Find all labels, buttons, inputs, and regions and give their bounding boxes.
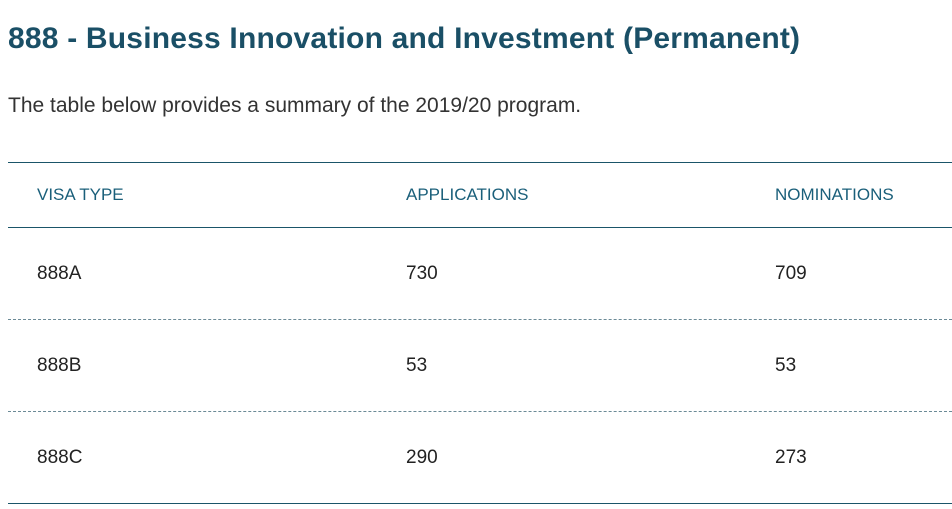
nominations-cell: 709 <box>775 262 807 284</box>
summary-table: VISA TYPE APPLICATIONS NOMINATIONS 888A … <box>8 162 952 504</box>
visa-type-cell: 888A <box>37 262 82 284</box>
nominations-cell: 53 <box>775 354 797 376</box>
page-title: 888 - Business Innovation and Investment… <box>8 22 801 55</box>
visa-type-cell: 888B <box>37 354 82 376</box>
intro-text: The table below provides a summary of th… <box>8 94 582 117</box>
column-header-applications: APPLICATIONS <box>406 185 529 204</box>
nominations-cell: 273 <box>775 446 807 468</box>
table-row: 888C 290 273 <box>8 412 952 503</box>
column-header-nominations: NOMINATIONS <box>775 185 894 204</box>
table-row: 888A 730 709 <box>8 228 952 320</box>
visa-type-cell: 888C <box>37 446 83 468</box>
applications-cell: 730 <box>406 262 438 284</box>
table-row: 888B 53 53 <box>8 320 952 412</box>
table-header-row: VISA TYPE APPLICATIONS NOMINATIONS <box>8 163 952 228</box>
applications-cell: 290 <box>406 446 438 468</box>
applications-cell: 53 <box>406 354 428 376</box>
column-header-visa-type: VISA TYPE <box>37 185 124 204</box>
